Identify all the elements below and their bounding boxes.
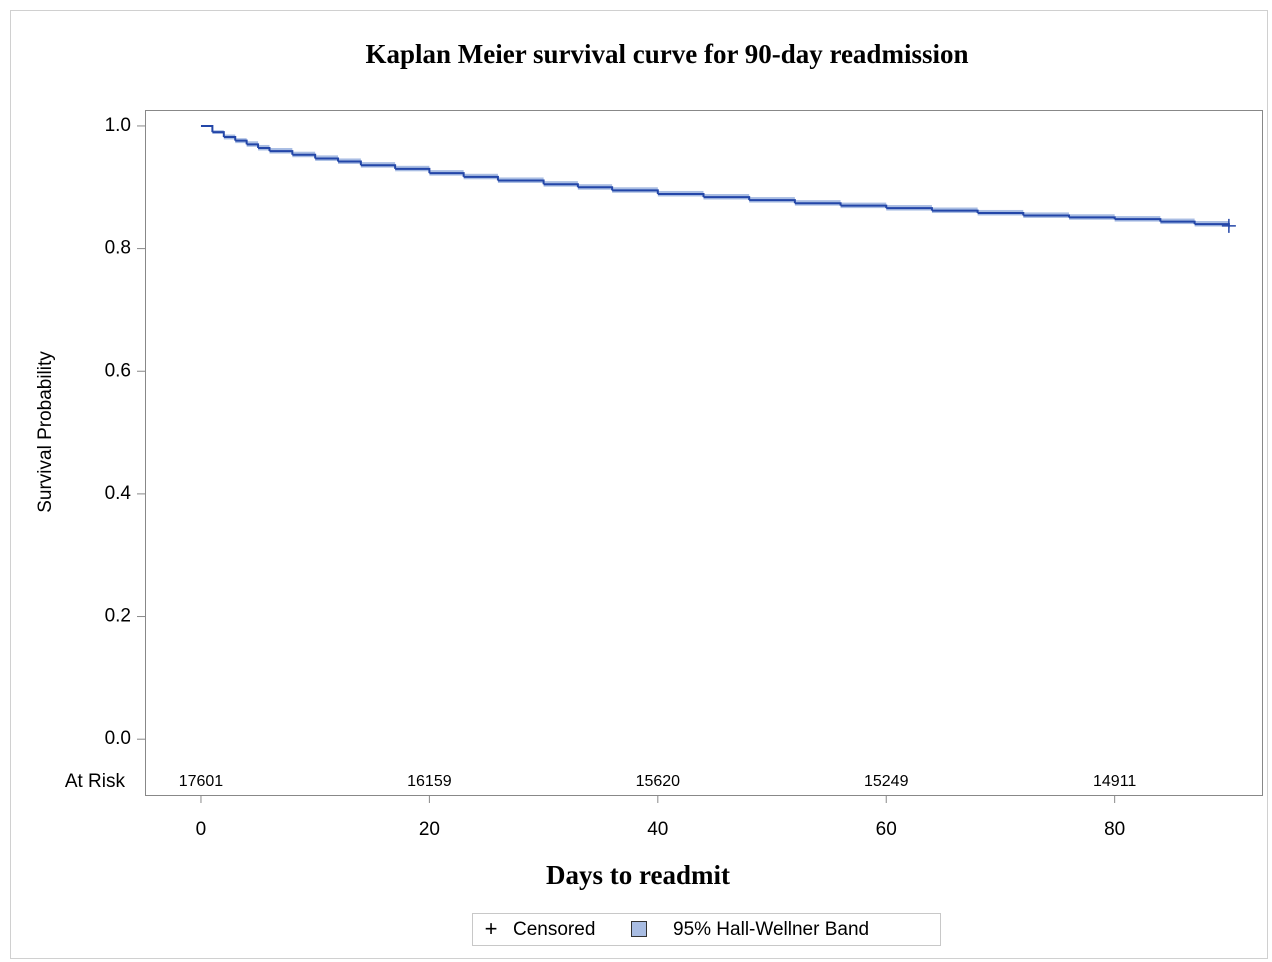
survival-step bbox=[360, 164, 397, 169]
survival-step bbox=[235, 139, 248, 145]
legend bbox=[472, 913, 941, 946]
survival-step bbox=[395, 167, 431, 174]
at-risk-value: 15249 bbox=[864, 773, 909, 790]
y-tick-label: 0.6 bbox=[105, 360, 131, 381]
survival-step bbox=[315, 157, 340, 162]
censored-mark bbox=[1221, 218, 1236, 233]
x-tick-label: 60 bbox=[876, 819, 897, 840]
at-risk-value: 16159 bbox=[407, 773, 452, 790]
survival-step bbox=[657, 193, 705, 198]
at-risk-value: 15620 bbox=[636, 773, 681, 790]
y-tick-label: 0.8 bbox=[105, 238, 131, 259]
x-tick-label: 20 bbox=[419, 819, 440, 840]
survival-step bbox=[840, 204, 888, 209]
at-risk-label: At Risk bbox=[65, 771, 126, 792]
y-axis-label: Survival Probability bbox=[35, 351, 56, 513]
at-risk-value: 14911 bbox=[1093, 773, 1136, 790]
legend-swatch bbox=[631, 921, 647, 937]
survival-step bbox=[612, 189, 659, 195]
survival-step bbox=[1114, 218, 1162, 222]
survival-step bbox=[292, 153, 317, 159]
y-tick-label: 0.2 bbox=[105, 606, 131, 627]
y-tick-label: 0.4 bbox=[105, 483, 132, 504]
survival-step bbox=[258, 147, 271, 152]
y-tick-label: 1.0 bbox=[105, 115, 131, 136]
survival-step bbox=[497, 179, 545, 185]
at-risk-value: 17601 bbox=[179, 773, 224, 790]
survival-step bbox=[886, 207, 933, 211]
survival-step bbox=[1160, 220, 1196, 225]
y-tick-label: 0.0 bbox=[105, 728, 131, 749]
survival-step bbox=[212, 131, 225, 137]
frame bbox=[10, 10, 1268, 959]
survival-step bbox=[543, 183, 579, 188]
survival-step bbox=[200, 124, 214, 133]
survival-step bbox=[223, 135, 237, 141]
survival-step bbox=[463, 175, 499, 181]
survival-step bbox=[246, 143, 260, 149]
survival-step bbox=[1023, 214, 1070, 218]
legend-label: 95% Hall-Wellner Band bbox=[673, 919, 869, 940]
survival-step bbox=[338, 160, 362, 166]
x-tick-label: 40 bbox=[647, 819, 668, 840]
survival-step bbox=[794, 202, 842, 206]
x-tick-label: 0 bbox=[196, 819, 207, 840]
survival-step bbox=[269, 150, 294, 155]
legend-label: Censored bbox=[513, 919, 595, 940]
survival-step bbox=[931, 209, 979, 214]
survival-step bbox=[429, 172, 465, 177]
survival-step bbox=[749, 199, 796, 204]
survival-step bbox=[577, 186, 614, 191]
chart-title: Kaplan Meier survival curve for 90-day r… bbox=[366, 39, 969, 69]
legend-symbol: + bbox=[485, 916, 498, 941]
x-tick-label: 80 bbox=[1104, 819, 1125, 840]
x-axis-label: Days to readmit bbox=[546, 860, 730, 890]
survival-step bbox=[703, 196, 751, 201]
plot-area bbox=[145, 110, 1263, 796]
